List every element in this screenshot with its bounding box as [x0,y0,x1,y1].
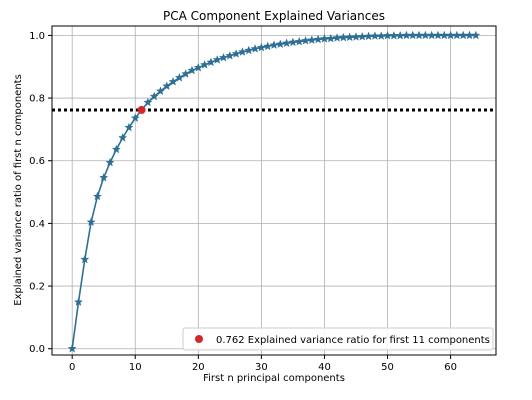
series-point [250,44,260,53]
x-axis-label: First n principal components [203,373,345,384]
series-point [288,37,298,47]
series-group [67,30,481,353]
series-point [231,49,241,58]
series-point [401,30,411,40]
series-point [345,32,355,42]
y-tick-label: 0.2 [29,282,45,293]
series-line [71,34,476,349]
series-point [111,144,121,154]
series-point [338,32,348,42]
x-tick-label: 20 [192,362,205,373]
series-point [181,69,191,78]
series-point [464,30,475,40]
legend-label: 0.762 Explained variance ratio for first… [216,335,490,346]
x-tick-label: 10 [129,362,142,373]
series-point [124,122,134,132]
series-point [130,113,140,122]
series-point [219,52,229,62]
y-axis-ticks: 0.0 0.2 0.4 0.6 0.8 1.0 [29,31,52,355]
series-point [370,31,380,40]
series-point [452,30,462,40]
series-point [193,62,203,72]
x-tick-label: 50 [381,362,394,373]
series-point [206,57,216,67]
grid-lines [52,26,496,355]
series-point [143,97,153,107]
series-point [427,30,437,40]
y-tick-label: 0.6 [29,156,45,167]
series-point [376,31,386,40]
series-point [301,35,311,45]
plot-frame [51,25,497,356]
y-tick-label: 0.8 [29,94,45,105]
series-point [294,36,304,46]
legend-box [182,327,494,351]
series-point [275,39,285,49]
highlight-group [137,105,146,114]
series-point [212,55,222,64]
series-point [118,133,128,142]
x-tick-label: 0 [69,362,75,373]
series-point [471,30,481,40]
legend: 0.762 Explained variance ratio for first… [182,327,494,351]
series-point [149,91,159,101]
legend-marker [195,335,203,343]
series-point [332,33,342,42]
y-axis-label: Explained variance ratio of first n comp… [13,74,24,306]
x-axis-ticks: 0 10 20 30 40 50 60 [69,355,457,373]
series-point [357,31,367,41]
series-point [433,30,443,40]
x-tick-label: 30 [255,362,268,373]
series-point [86,217,96,226]
y-tick-label: 1.0 [29,31,45,42]
series-point [458,30,468,40]
y-tick-label: 0.4 [29,219,45,230]
x-tick-label: 40 [318,362,331,373]
series-point [364,31,374,41]
series-point [92,191,102,201]
series-point [408,30,418,40]
series-point [168,77,178,86]
series-point [395,30,405,40]
series-point [237,47,247,56]
highlight-point [137,105,146,114]
series-point [269,40,279,49]
series-point [282,38,292,48]
series-point [420,30,430,40]
series-point [263,41,273,51]
series-point [99,172,109,182]
series-point [80,254,90,264]
series-point [155,86,165,96]
series-point [439,30,449,40]
chart-title: PCA Component Explained Variances [163,9,385,23]
series-point [73,297,84,306]
x-tick-label: 60 [444,362,457,373]
y-tick-label: 0.0 [29,344,45,355]
series-point [225,51,235,60]
series-point [162,81,172,91]
series-point [67,343,77,353]
series-point [105,157,115,167]
series-point [307,35,317,44]
series-point [389,30,399,40]
series-point [414,30,424,40]
series-point [174,72,184,82]
series-point [313,34,323,44]
series-point [200,60,210,69]
series-point [187,65,197,75]
series-point [351,32,361,41]
series-point [244,45,254,55]
series-point [256,42,266,52]
